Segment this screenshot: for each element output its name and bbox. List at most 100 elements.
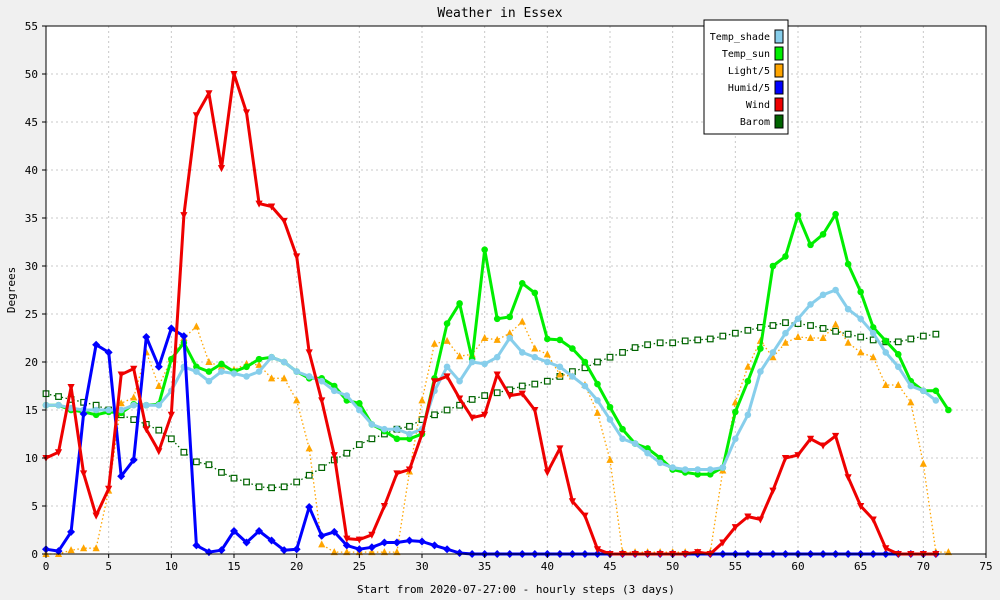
- series-barom-point: [167, 435, 175, 443]
- series-temp-shade-point: [631, 440, 639, 447]
- series-temp-shade-point: [832, 286, 839, 294]
- series-wind-point: [368, 531, 376, 539]
- series-temp-shade-point: [456, 377, 463, 385]
- series-barom-point: [180, 448, 188, 456]
- series-wind-point: [581, 512, 589, 520]
- series-temp-shade-point: [757, 368, 764, 375]
- series-light-5-point: [744, 362, 752, 370]
- series-temp-sun-point: [243, 363, 250, 371]
- series-humid-5-point: [67, 527, 76, 536]
- series-barom-point: [305, 471, 313, 479]
- series-light-5-point: [430, 339, 439, 347]
- series-light-5-point: [481, 334, 489, 341]
- x-axis-label: Start from 2020-07-27:00 - hourly steps …: [357, 583, 675, 596]
- series-barom-point: [782, 319, 789, 327]
- series-barom-point: [205, 461, 213, 469]
- series-temp-sun-point: [945, 406, 952, 414]
- series-temp-sun-point: [544, 335, 551, 343]
- series-humid-5-point: [104, 348, 113, 357]
- series-light-5-point: [330, 548, 338, 556]
- series-wind-point: [794, 452, 802, 460]
- series-light-5-point: [67, 546, 75, 554]
- series-temp-shade-point: [681, 466, 689, 473]
- series-wind-point: [593, 546, 602, 554]
- series-temp-sun-point: [807, 241, 814, 249]
- series-humid-5-point: [242, 538, 251, 547]
- series-light-5-point: [443, 336, 451, 344]
- series-temp-shade-point: [406, 430, 413, 438]
- series-light-5-point: [493, 335, 501, 343]
- series-temp-sun-point: [193, 363, 200, 371]
- y-tick-label: 10: [25, 452, 38, 465]
- x-tick-label: 75: [979, 560, 992, 573]
- series-barom-point: [481, 392, 489, 399]
- series-light-5-point: [418, 396, 426, 404]
- series-barom-point: [719, 332, 727, 340]
- x-tick-label: 55: [729, 560, 742, 573]
- series-light-5-point: [844, 338, 852, 346]
- series-temp-sun-point: [356, 399, 363, 407]
- series-temp-shade-point: [142, 401, 150, 409]
- series-temp-sun-point: [406, 435, 413, 443]
- x-tick-label: 70: [917, 560, 930, 573]
- series-temp-shade-point: [581, 382, 589, 390]
- series-barom-point: [255, 483, 263, 491]
- series-temp-shade-point: [656, 459, 664, 467]
- series-wind-point: [318, 397, 326, 405]
- series-humid-5-point: [355, 545, 364, 554]
- series-temp-shade-point: [907, 382, 915, 390]
- series-temp-sun-point: [832, 210, 839, 218]
- y-tick-label: 5: [31, 500, 38, 513]
- x-tick-label: 50: [666, 560, 679, 573]
- series-wind-point: [67, 383, 75, 391]
- series-temp-sun-point: [92, 411, 100, 419]
- series-wind-point: [405, 466, 414, 474]
- series-temp-shade-point: [293, 368, 300, 375]
- series-barom-point: [819, 325, 827, 332]
- series-temp-shade-point: [493, 353, 501, 361]
- series-barom-point: [431, 411, 438, 419]
- series-wind-point: [130, 365, 138, 373]
- series-barom-point: [130, 416, 138, 423]
- series-light-5-point: [781, 338, 790, 346]
- x-tick-label: 10: [165, 560, 178, 573]
- series-wind-point: [769, 487, 777, 495]
- series-wind-point: [330, 452, 338, 460]
- series-temp-sun-point: [205, 368, 213, 375]
- series-light-5-point: [556, 370, 564, 378]
- series-temp-sun-point: [882, 337, 890, 345]
- series-wind-point: [468, 414, 476, 422]
- series-temp-sun-point: [619, 425, 626, 433]
- series-temp-sun-point: [732, 408, 739, 416]
- series-temp-sun-point: [894, 351, 902, 358]
- series-humid-5-point: [54, 547, 63, 556]
- series-temp-sun-point: [782, 253, 789, 260]
- series-temp-sun-point: [694, 471, 702, 478]
- series-humid-5-point: [129, 455, 138, 464]
- series-light-5-point: [832, 320, 840, 328]
- series-temp-sun-point: [481, 246, 488, 253]
- series-light-5-point: [305, 444, 313, 452]
- series-temp-shade-point: [844, 305, 852, 313]
- series-barom-point: [193, 458, 200, 466]
- y-tick-label: 30: [25, 260, 38, 273]
- series-temp-shade-point: [782, 329, 789, 337]
- series-temp-shade-point: [230, 370, 238, 377]
- series-temp-shade-point: [882, 349, 890, 356]
- series-wind-point: [781, 455, 790, 462]
- series-temp-shade-point: [55, 401, 62, 409]
- series-temp-sun-point: [769, 262, 777, 270]
- series-wind-point: [393, 470, 401, 478]
- series-humid-5-point: [217, 546, 226, 555]
- series-light-5-point: [293, 396, 301, 404]
- series-temp-shade-point: [268, 353, 275, 361]
- series-barom-point: [744, 326, 752, 334]
- series-humid-5-point: [142, 333, 151, 342]
- series-barom-point: [669, 339, 677, 347]
- series-barom-point: [694, 336, 702, 344]
- series-temp-sun-point: [493, 315, 501, 323]
- series-humid-5-point: [330, 527, 339, 536]
- series-temp-shade-point: [694, 466, 702, 473]
- series-barom-point: [468, 396, 476, 403]
- series-light-5-point: [318, 540, 326, 548]
